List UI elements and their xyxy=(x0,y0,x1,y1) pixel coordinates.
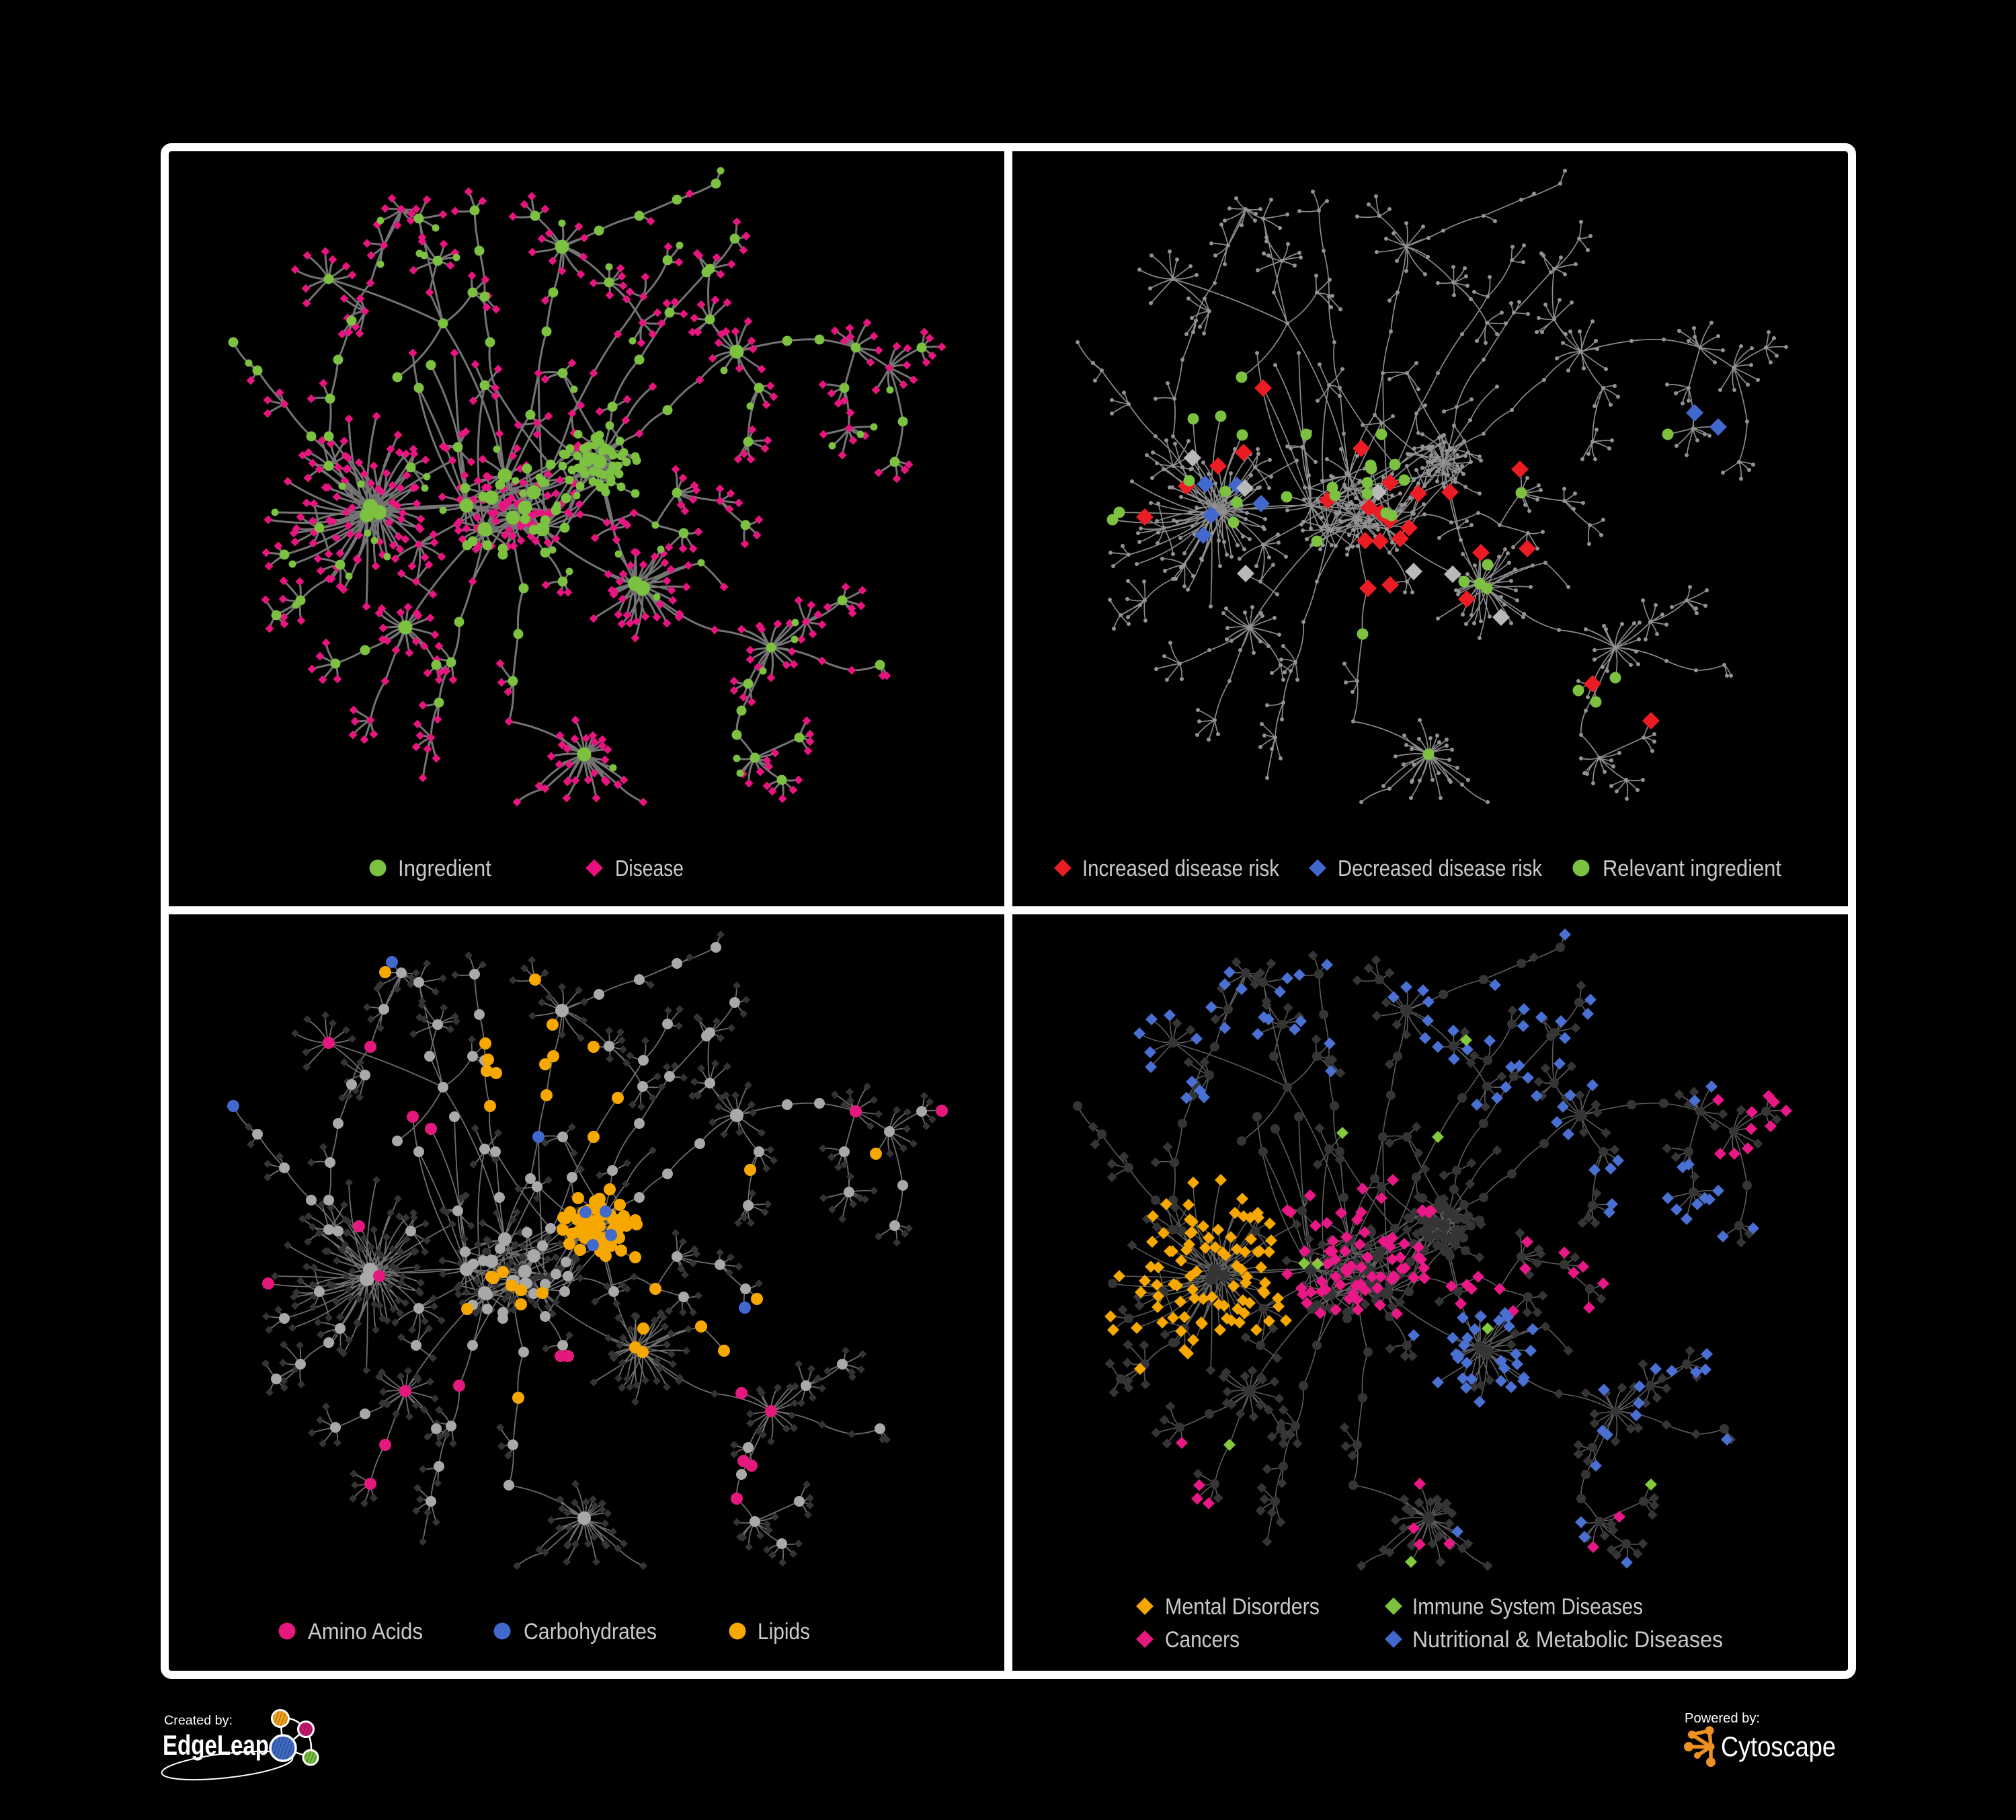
svg-text:Immune System Diseases: Immune System Diseases xyxy=(1412,1594,1643,1620)
svg-text:Cancers: Cancers xyxy=(1165,1627,1240,1653)
svg-text:Amino Acids: Amino Acids xyxy=(308,1619,423,1645)
svg-text:Cytoscape: Cytoscape xyxy=(1721,1731,1836,1762)
svg-text:Increased disease risk: Increased disease risk xyxy=(1082,856,1280,881)
svg-text:Carbohydrates: Carbohydrates xyxy=(524,1619,657,1645)
svg-text:Nutritional & Metabolic Diseas: Nutritional & Metabolic Diseases xyxy=(1412,1627,1723,1653)
svg-text:EdgeLeap: EdgeLeap xyxy=(163,1729,269,1761)
svg-text:Powered by:: Powered by: xyxy=(1685,1711,1760,1726)
svg-text:Disease: Disease xyxy=(615,856,684,881)
svg-text:Relevant ingredient: Relevant ingredient xyxy=(1603,856,1782,881)
svg-text:Mental Disorders: Mental Disorders xyxy=(1165,1594,1320,1620)
svg-text:Ingredient: Ingredient xyxy=(398,856,491,881)
svg-text:Lipids: Lipids xyxy=(758,1619,810,1645)
svg-text:Created by:: Created by: xyxy=(164,1714,233,1728)
svg-text:Decreased disease risk: Decreased disease risk xyxy=(1338,856,1543,881)
